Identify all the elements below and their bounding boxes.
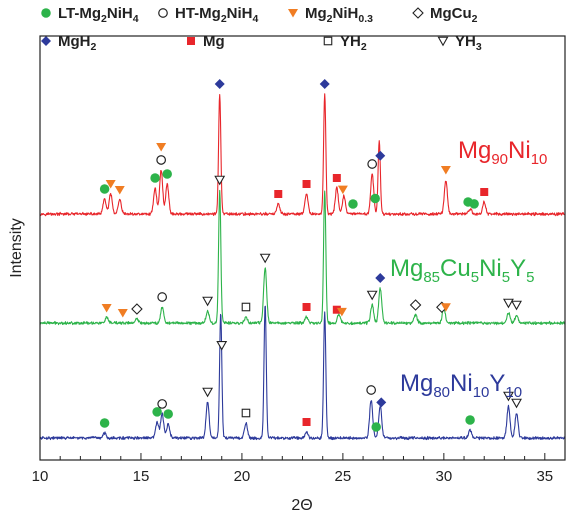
- legend-marker-ht: [158, 8, 168, 18]
- legend-item-yh2: YH2: [323, 33, 367, 53]
- phase-marker-lt-0-15: [370, 193, 380, 204]
- phase-marker-lt-2-9: [371, 422, 381, 432]
- x-tick-label: 30: [436, 468, 453, 485]
- phase-marker-yh2-1-6: [241, 302, 251, 312]
- series-line-2: [39, 305, 566, 441]
- legend-marker-mgh2: [41, 36, 51, 46]
- phase-marker-lt-2-3: [163, 409, 173, 419]
- legend-label-yh3: YH3: [455, 33, 482, 53]
- phase-marker-ht-0-4: [156, 155, 167, 165]
- phase-marker-mg-0-8: [274, 190, 283, 198]
- legend-item-mgh2: MgH2: [41, 33, 97, 53]
- phase-marker-mg-0-9: [302, 180, 311, 188]
- phase-marker-lt-0-19: [469, 199, 479, 209]
- phase-marker-lt-0-6: [162, 169, 172, 179]
- phase-marker-mgh2-0-7: [214, 79, 225, 89]
- legend-label-lt: LT-Mg2NiH4: [58, 5, 139, 25]
- phase-marker-mni03-1-15: [440, 303, 451, 312]
- sample-label-0: Mg90Ni10: [458, 137, 547, 168]
- phase-marker-yh3-2-4: [202, 387, 214, 398]
- phase-marker-mgh2-0-10: [319, 79, 330, 89]
- phase-marker-mgh2-0-16: [375, 150, 386, 161]
- legend-marker-mni03: [288, 9, 298, 18]
- phase-marker-mg-1-8: [302, 303, 311, 311]
- phase-marker-lt-0-13: [348, 199, 358, 209]
- legend-item-yh3: YH3: [437, 33, 482, 53]
- phase-marker-mni03-0-1: [105, 179, 116, 189]
- phase-marker-yh3-1-17: [511, 300, 522, 311]
- phase-marker-yh3-2-13: [511, 398, 522, 409]
- series-layer: [39, 93, 566, 441]
- phase-marker-lt-2-0: [99, 418, 110, 428]
- phase-marker-layer: [99, 79, 522, 432]
- x-tick-label: 15: [133, 468, 150, 485]
- phase-marker-mg-1-9: [332, 305, 341, 314]
- legend-item-lt: LT-Mg2NiH4: [41, 5, 139, 25]
- legend-label-yh2: YH2: [340, 33, 367, 53]
- legend-marker-mg: [187, 37, 195, 45]
- phase-marker-mni03-0-17: [440, 166, 451, 175]
- series-line-0: [39, 93, 566, 217]
- phase-marker-mni03-0-12: [337, 185, 348, 195]
- phase-marker-mgh2-1-12: [375, 273, 386, 283]
- phase-marker-mgh2-2-10: [376, 397, 387, 408]
- phase-marker-yh3-1-7: [259, 253, 271, 264]
- phase-marker-mni03-1-0: [101, 304, 112, 313]
- phase-marker-yh3-2-5: [216, 341, 228, 351]
- legend-item-mni03: Mg2NiH0.3: [288, 5, 373, 25]
- sample-label-2: Mg80Ni10Y10: [400, 370, 522, 401]
- legend-label-ht: HT-Mg2NiH4: [175, 5, 259, 25]
- phase-marker-mni03-1-10: [336, 307, 347, 317]
- phase-marker-yh3-1-16: [503, 298, 514, 309]
- legend-label-mgh2: MgH2: [58, 33, 97, 53]
- legend-item-mg: Mg: [187, 33, 225, 50]
- phase-marker-ht-2-2: [157, 399, 168, 409]
- phase-marker-mgcu2-1-13: [409, 299, 422, 311]
- phase-marker-ht-1-3: [157, 292, 168, 302]
- legend-item-mgcu2: MgCu2: [412, 5, 478, 25]
- phase-marker-mg-0-11: [332, 173, 341, 182]
- legend-label-mg: Mg: [203, 33, 225, 50]
- legend-item-ht: HT-Mg2NiH4: [158, 5, 259, 25]
- legend-label-mgcu2: MgCu2: [430, 5, 478, 25]
- legend-marker-yh3: [437, 36, 449, 47]
- phase-marker-yh3-1-11: [366, 290, 378, 301]
- phase-marker-yh3-2-12: [503, 391, 514, 402]
- phase-marker-mni03-0-5: [156, 142, 167, 152]
- phase-marker-mgcu2-1-2: [131, 303, 143, 315]
- phase-marker-mni03-0-2: [114, 186, 125, 195]
- x-tick-label: 35: [536, 468, 553, 485]
- phase-marker-ht-2-8: [366, 385, 377, 395]
- sample-label-layer: Mg90Ni10 Mg85Cu5Ni5Y5 Mg80Ni10Y10: [390, 137, 547, 401]
- legend-marker-lt: [41, 8, 51, 18]
- legend-marker-mgcu2: [412, 7, 424, 19]
- legend: LT-Mg2NiH4 HT-Mg2NiH4 Mg2NiH0.3 MgCu2 MgH2 Mg…: [41, 5, 482, 53]
- sample-label-1: Mg85Cu5Ni5Y5: [390, 255, 534, 286]
- phase-marker-lt-0-0: [99, 184, 110, 194]
- x-tick-label: 25: [335, 468, 352, 485]
- x-axis-label: 2Θ: [291, 497, 312, 514]
- phase-marker-lt-2-1: [152, 407, 162, 417]
- series-line-1: [39, 189, 566, 326]
- phase-marker-yh3-1-5: [214, 175, 226, 186]
- y-axis-label: Intensity: [8, 218, 25, 278]
- phase-marker-mg-2-7: [302, 418, 311, 426]
- x-axis-ticks: 10 15 20 25 30 35: [32, 453, 566, 485]
- x-tick-label: 20: [234, 468, 251, 485]
- phase-marker-yh3-1-4: [202, 296, 214, 307]
- x-tick-label: 10: [32, 468, 49, 485]
- phase-marker-yh2-2-6: [241, 408, 251, 418]
- phase-marker-lt-2-11: [465, 415, 475, 425]
- legend-marker-yh2: [323, 36, 333, 46]
- phase-marker-lt-0-3: [150, 173, 160, 183]
- phase-marker-mni03-1-1: [117, 309, 128, 318]
- legend-label-mni03: Mg2NiH0.3: [305, 5, 373, 25]
- phase-marker-mg-0-20: [480, 188, 489, 196]
- phase-marker-ht-0-14: [367, 159, 378, 169]
